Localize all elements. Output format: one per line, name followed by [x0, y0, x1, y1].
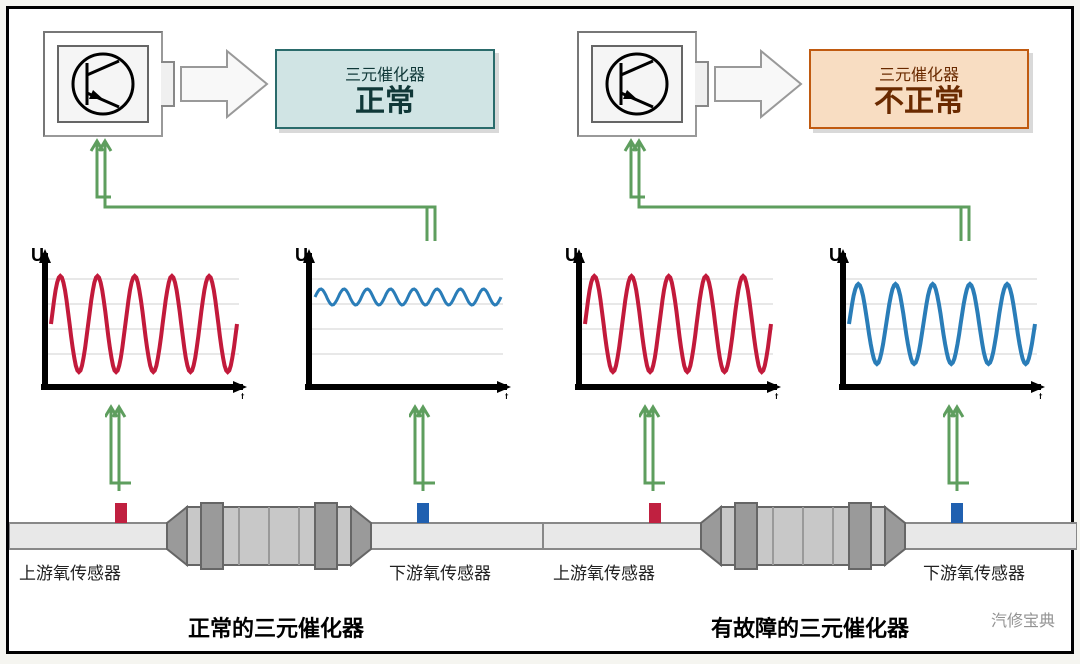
upstream-sensor-label: 上游氧传感器 [19, 559, 121, 584]
svg-text:t: t [241, 390, 245, 399]
panel-fault: 三元催化器 不正常 U t [543, 9, 1077, 651]
connector-plot-sensor-up [639, 403, 679, 495]
connector-ecu-plots [621, 137, 981, 247]
svg-text:t: t [505, 390, 509, 399]
status-box-normal: 三元催化器 正常 [275, 49, 495, 129]
ecu-box [577, 31, 697, 137]
transistor-icon [597, 49, 677, 119]
connector-plot-sensor-dn [943, 403, 983, 495]
catalytic-converter-row: 上游氧传感器 下游氧传感器 [9, 489, 543, 589]
connector-ecu-plots [87, 137, 447, 247]
arrow-icon [179, 49, 269, 119]
status-box-fault: 三元催化器 不正常 [809, 49, 1029, 129]
plot-downstream: U t [827, 249, 1047, 399]
watermark: 汽修宝典 [991, 607, 1055, 631]
ecu-box [43, 31, 163, 137]
connector-plot-sensor-up [105, 403, 145, 495]
downstream-sensor-label: 下游氧传感器 [389, 559, 491, 584]
status-sub: 三元催化器 [879, 61, 959, 85]
svg-text:t: t [1039, 390, 1043, 399]
arrow-icon [713, 49, 803, 119]
transistor-icon [63, 49, 143, 119]
status-main: 正常 [355, 87, 415, 117]
downstream-sensor-label: 下游氧传感器 [923, 559, 1025, 584]
plot-upstream: U t [29, 249, 249, 399]
panel-caption: 正常的三元催化器 [9, 611, 543, 643]
plot-upstream: U t [563, 249, 783, 399]
catalytic-converter-row: 上游氧传感器 下游氧传感器 [543, 489, 1077, 589]
status-sub: 三元催化器 [345, 61, 425, 85]
upstream-sensor-label: 上游氧传感器 [553, 559, 655, 584]
panel-normal: 三元催化器 正常 U t [9, 9, 543, 651]
plot-downstream: U t [293, 249, 513, 399]
status-main: 不正常 [874, 87, 964, 117]
diagram-frame: 三元催化器 正常 U t [6, 6, 1074, 654]
connector-plot-sensor-dn [409, 403, 449, 495]
svg-text:t: t [775, 390, 779, 399]
